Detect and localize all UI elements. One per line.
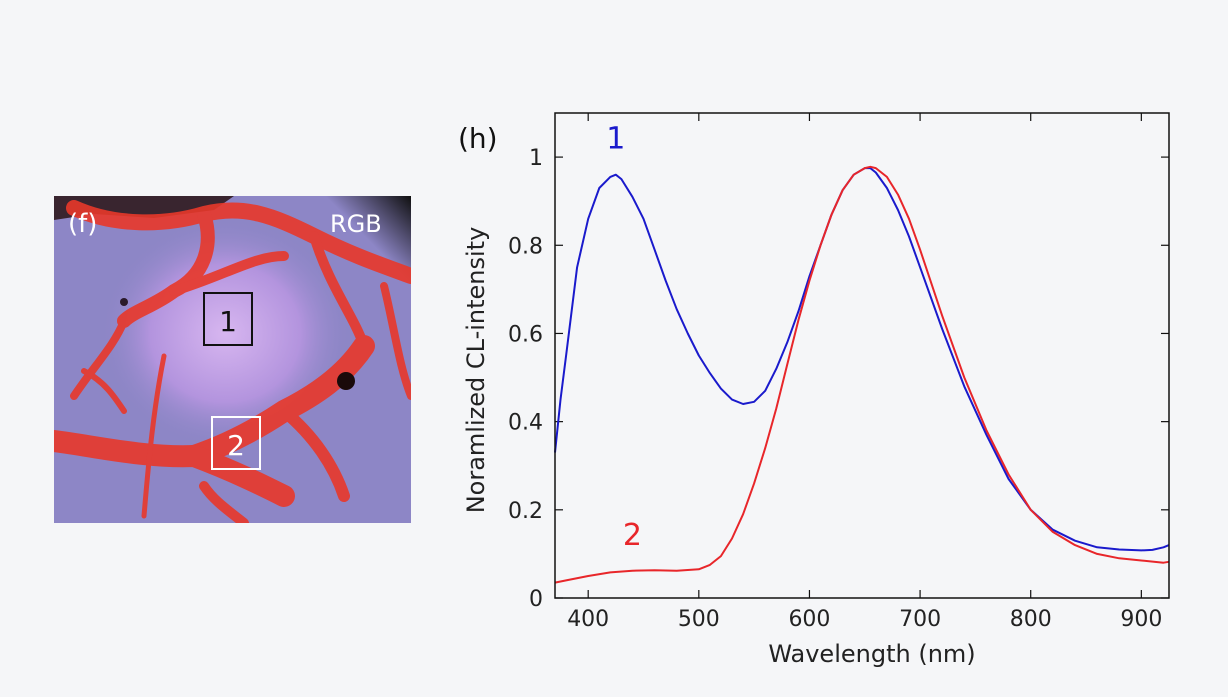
annotations: 12 bbox=[606, 121, 642, 553]
series-lines bbox=[554, 165, 1170, 584]
y-tick-label: 0.4 bbox=[508, 411, 543, 436]
region-1-label: 1 bbox=[219, 305, 237, 338]
map-dark-spot-small bbox=[120, 298, 128, 306]
x-tick-label: 700 bbox=[899, 607, 941, 632]
y-tick-label: 0 bbox=[529, 587, 543, 612]
axis-ticks: 400 500 600 700 800 900 0 0.2 0.4 0.6 0.8 1 bbox=[508, 113, 1169, 632]
panel-label-f: (f) bbox=[68, 209, 97, 239]
region-1-box bbox=[203, 292, 253, 346]
series-annotation-1: 1 bbox=[606, 121, 625, 156]
series-line-1 bbox=[554, 167, 1170, 552]
x-tick-label: 400 bbox=[567, 607, 609, 632]
grain-boundaries bbox=[54, 200, 411, 523]
panel-label-h: (h) bbox=[458, 122, 498, 155]
channel-label-rgb: RGB bbox=[330, 210, 382, 238]
x-axis-title: Wavelength (nm) bbox=[768, 640, 975, 668]
series-annotation-2: 2 bbox=[623, 518, 642, 553]
y-tick-label: 1 bbox=[529, 146, 543, 171]
x-tick-label: 900 bbox=[1120, 607, 1162, 632]
rgb-map-panel: (f) RGB 1 2 bbox=[54, 196, 411, 523]
x-tick-label: 600 bbox=[788, 607, 830, 632]
region-2-box bbox=[211, 416, 261, 470]
series-line-2 bbox=[554, 165, 1170, 584]
y-tick-label: 0.6 bbox=[508, 322, 543, 347]
region-2-label: 2 bbox=[227, 429, 245, 462]
x-tick-label: 800 bbox=[1010, 607, 1052, 632]
y-axis-title: Noramlized CL-intensity bbox=[462, 227, 490, 514]
y-tick-label: 0.8 bbox=[508, 234, 543, 259]
x-tick-label: 500 bbox=[678, 607, 720, 632]
map-dark-spot bbox=[337, 372, 355, 390]
y-tick-label: 0.2 bbox=[508, 499, 543, 524]
plot-frame bbox=[554, 112, 1170, 599]
